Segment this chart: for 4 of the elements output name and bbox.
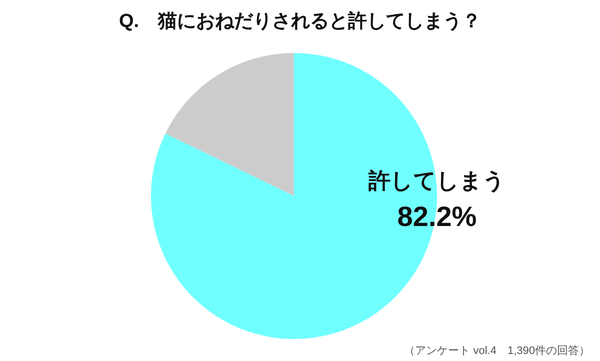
text: （アンケート vol.4 1,390件の回答） [404,345,590,357]
chart-title: Q. 猫におねだりされると許してしまう？ [118,10,482,32]
pie-slice [165,53,294,196]
slice-label: 許してしまう [368,168,506,193]
